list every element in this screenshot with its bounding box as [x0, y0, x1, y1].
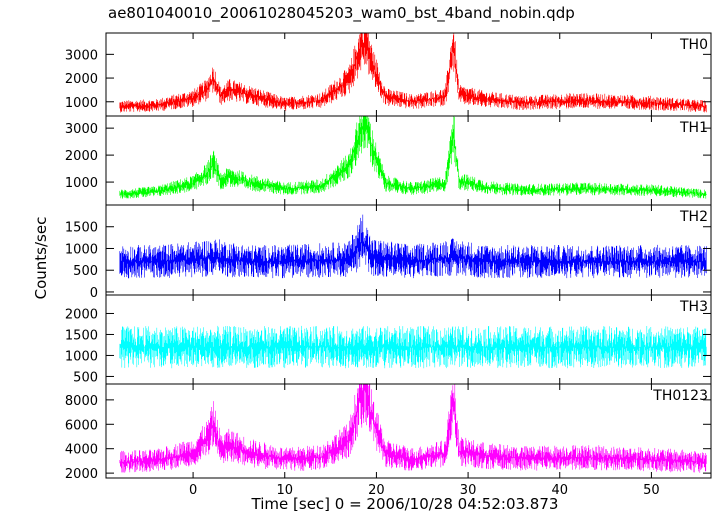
x-tick-label: 10 [276, 483, 293, 498]
chart-title: ae801040010_20061028045203_wam0_bst_4ban… [108, 4, 575, 23]
y-tick-label: 1000 [65, 96, 98, 111]
panel-label: TH3 [679, 299, 708, 315]
x-tick-label: 50 [643, 483, 660, 498]
x-tick-label: 30 [460, 483, 477, 498]
y-tick-label: 3000 [65, 48, 98, 63]
y-tick-label: 1500 [65, 221, 98, 236]
series-trace-th3 [119, 325, 707, 369]
series-trace-th2 [119, 214, 707, 279]
panel-label: TH1 [679, 120, 708, 136]
panel-th3: 500 1000 1500 2000 TH3 [65, 294, 712, 385]
panels: 1000 2000 3000 TH0 1000 2000 3000 TH1 0 500 1000 15… [65, 32, 712, 482]
y-tick-label: 500 [73, 370, 98, 385]
y-tick-label: 3000 [65, 122, 98, 137]
y-tick-label: 8000 [65, 394, 98, 409]
y-tick-label: 2000 [65, 72, 98, 87]
panel-label: TH0 [679, 37, 708, 53]
y-axis-label: Counts/sec [32, 217, 50, 300]
series-trace-th0 [119, 33, 707, 113]
y-tick-label: 1000 [65, 176, 98, 191]
panel-th0123: 2000 4000 6000 8000 TH0123 [65, 383, 712, 482]
y-tick-label: 0 [90, 286, 98, 301]
x-tick-label: 40 [551, 483, 568, 498]
series-trace-th0123 [119, 384, 707, 473]
y-tick-label: 1000 [65, 242, 98, 257]
y-tick-label: 4000 [65, 443, 98, 458]
x-tick-label: 20 [368, 483, 385, 498]
panel-th2: 0 500 1000 1500 TH2 [65, 204, 712, 301]
x-tick-label: 0 [189, 483, 197, 498]
y-tick-label: 2000 [65, 149, 98, 164]
x-axis-label: Time [sec] 0 = 2006/10/28 04:52:03.873 [251, 495, 559, 513]
y-tick-label: 2000 [65, 467, 98, 482]
y-tick-label: 1500 [65, 328, 98, 343]
panel-label: TH2 [679, 209, 708, 225]
series-trace-th1 [119, 116, 707, 199]
panel-frame [105, 383, 712, 479]
panel-th0: 1000 2000 3000 TH0 [65, 32, 712, 117]
y-tick-label: 6000 [65, 418, 98, 433]
y-tick-label: 1000 [65, 349, 98, 364]
x-axis: 0 10 20 30 40 50 [189, 483, 660, 498]
panel-th1: 1000 2000 3000 TH1 [65, 115, 712, 206]
y-tick-label: 500 [73, 264, 98, 279]
panel-label: TH0123 [652, 388, 708, 404]
y-tick-label: 2000 [65, 307, 98, 322]
